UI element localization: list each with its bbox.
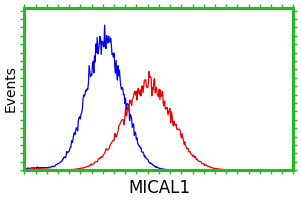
Y-axis label: Events: Events <box>4 65 17 112</box>
X-axis label: MICAL1: MICAL1 <box>128 179 190 197</box>
